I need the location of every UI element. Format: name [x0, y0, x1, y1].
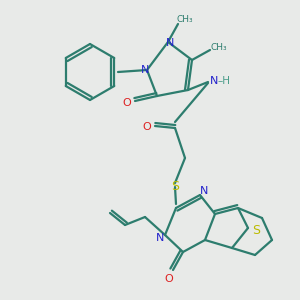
Text: –H: –H [218, 76, 230, 86]
Text: CH₃: CH₃ [211, 43, 227, 52]
Text: S: S [171, 181, 179, 194]
Text: N: N [141, 65, 149, 75]
Text: CH₃: CH₃ [177, 16, 193, 25]
Text: N: N [200, 186, 208, 196]
Text: O: O [165, 274, 173, 284]
Text: O: O [142, 122, 152, 132]
Text: S: S [252, 224, 260, 238]
Text: N: N [156, 233, 164, 243]
Text: N: N [166, 38, 174, 48]
Text: O: O [123, 98, 131, 108]
Text: N: N [210, 76, 218, 86]
